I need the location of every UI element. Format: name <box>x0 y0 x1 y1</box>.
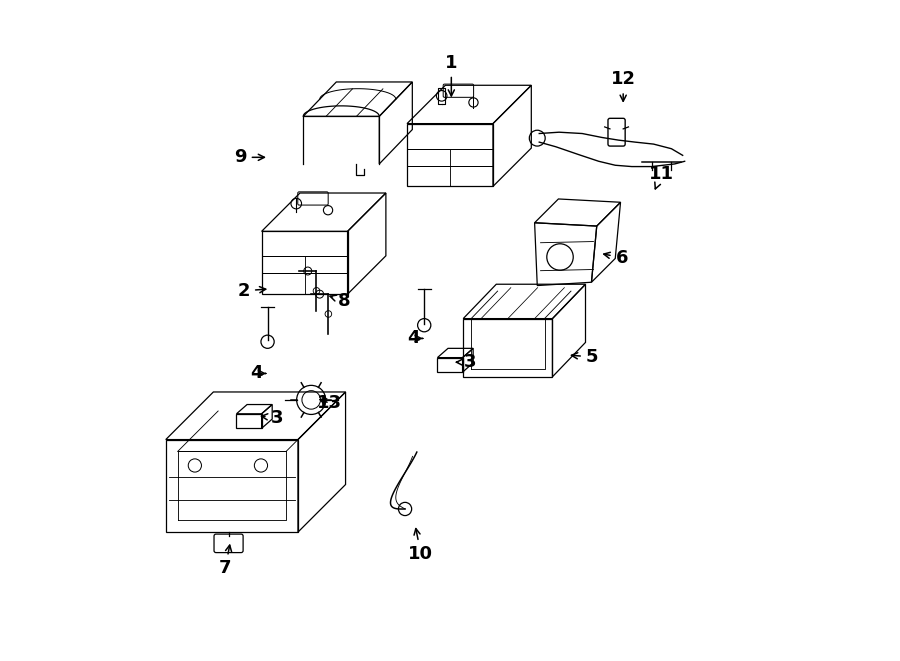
Text: 13: 13 <box>317 394 342 412</box>
Text: 3: 3 <box>456 353 476 371</box>
Text: 1: 1 <box>446 54 457 96</box>
Text: 6: 6 <box>604 249 628 267</box>
Text: 10: 10 <box>409 529 434 563</box>
Text: 2: 2 <box>238 282 266 300</box>
Text: 4: 4 <box>408 329 423 348</box>
Text: 8: 8 <box>330 292 351 310</box>
Text: 7: 7 <box>219 545 231 578</box>
Text: 11: 11 <box>649 165 674 189</box>
Text: 4: 4 <box>250 364 266 383</box>
Text: 3: 3 <box>262 408 284 427</box>
Text: 12: 12 <box>611 70 635 101</box>
Text: 9: 9 <box>234 148 265 167</box>
Text: 5: 5 <box>572 348 598 366</box>
